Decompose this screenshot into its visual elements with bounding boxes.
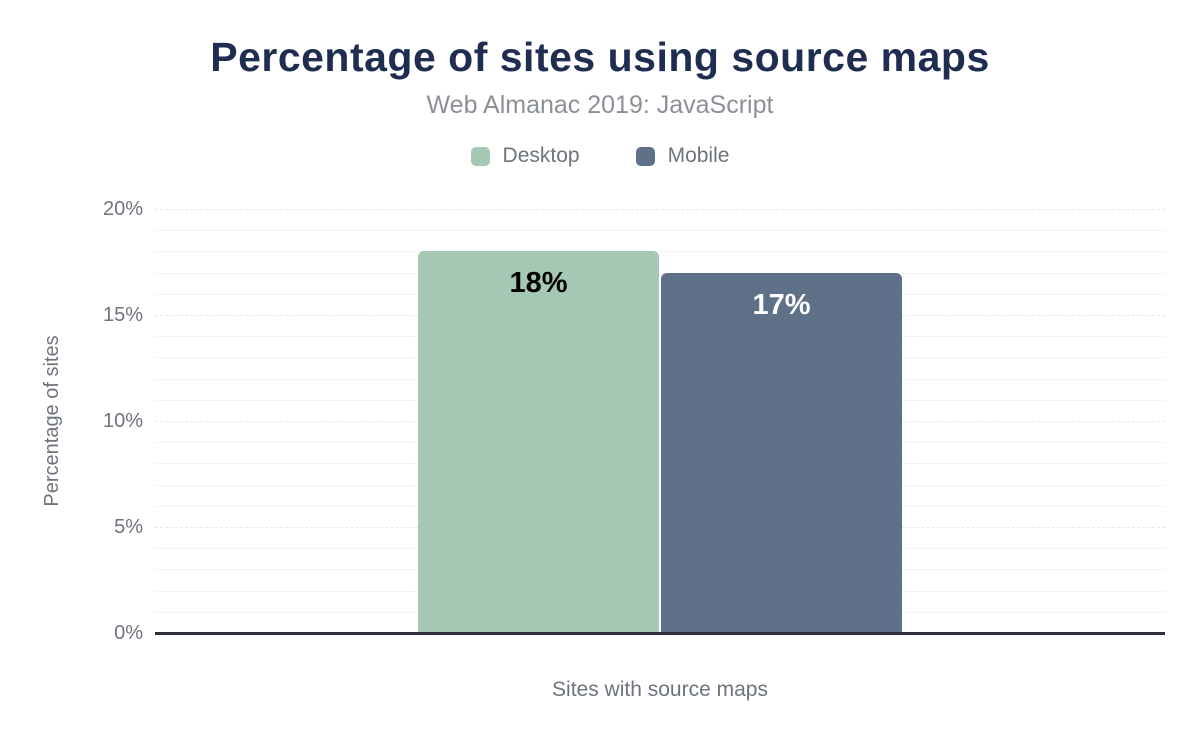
y-axis-tick-10: 10% <box>102 410 143 432</box>
gridline-14pct <box>155 336 1165 338</box>
gridline-4pct <box>155 548 1165 550</box>
legend-swatch-mobile <box>635 146 655 166</box>
gridline-15pct <box>155 315 1165 316</box>
y-axis-tick-20: 20% <box>102 198 143 220</box>
gridline-13pct <box>155 357 1165 359</box>
gridline-16pct <box>155 293 1165 295</box>
x-axis-title: Sites with source maps <box>552 678 768 701</box>
legend-swatch-desktop <box>470 146 490 166</box>
gridline-12pct <box>155 378 1165 380</box>
legend: Desktop Mobile <box>0 144 1200 168</box>
bar-value-label-desktop: 18% <box>509 267 568 300</box>
gridline-18pct <box>155 251 1165 253</box>
gridline-10pct <box>155 421 1165 422</box>
legend-label-desktop: Desktop <box>502 144 580 167</box>
bar-desktop[interactable]: 18% <box>418 251 659 633</box>
gridline-19pct <box>155 230 1165 232</box>
gridline-2pct <box>155 590 1165 592</box>
gridline-5pct <box>155 527 1165 528</box>
y-axis-tick-15: 15% <box>102 304 143 326</box>
chart-subtitle: Web Almanac 2019: JavaScript <box>426 91 774 119</box>
bar-value-label-mobile: 17% <box>752 288 811 321</box>
y-axis-title: Percentage of sites <box>41 335 63 507</box>
legend-item-desktop: Desktop <box>470 144 580 168</box>
y-axis-tick-5: 5% <box>114 516 143 538</box>
gridline-7pct <box>155 484 1165 486</box>
legend-label-mobile: Mobile <box>667 144 730 167</box>
bar-mobile[interactable]: 17% <box>661 272 902 633</box>
gridline-3pct <box>155 569 1165 571</box>
gridline-1pct <box>155 611 1165 613</box>
gridline-8pct <box>155 463 1165 465</box>
gridline-9pct <box>155 442 1165 444</box>
x-axis-line <box>155 632 1165 635</box>
chart-title: Percentage of sites using source maps <box>210 34 990 80</box>
legend-item-mobile: Mobile <box>635 144 730 168</box>
gridline-6pct <box>155 505 1165 507</box>
gridline-20pct <box>155 209 1165 210</box>
gridline-17pct <box>155 272 1165 274</box>
gridline-11pct <box>155 399 1165 401</box>
y-axis-tick-0: 0% <box>114 622 143 644</box>
